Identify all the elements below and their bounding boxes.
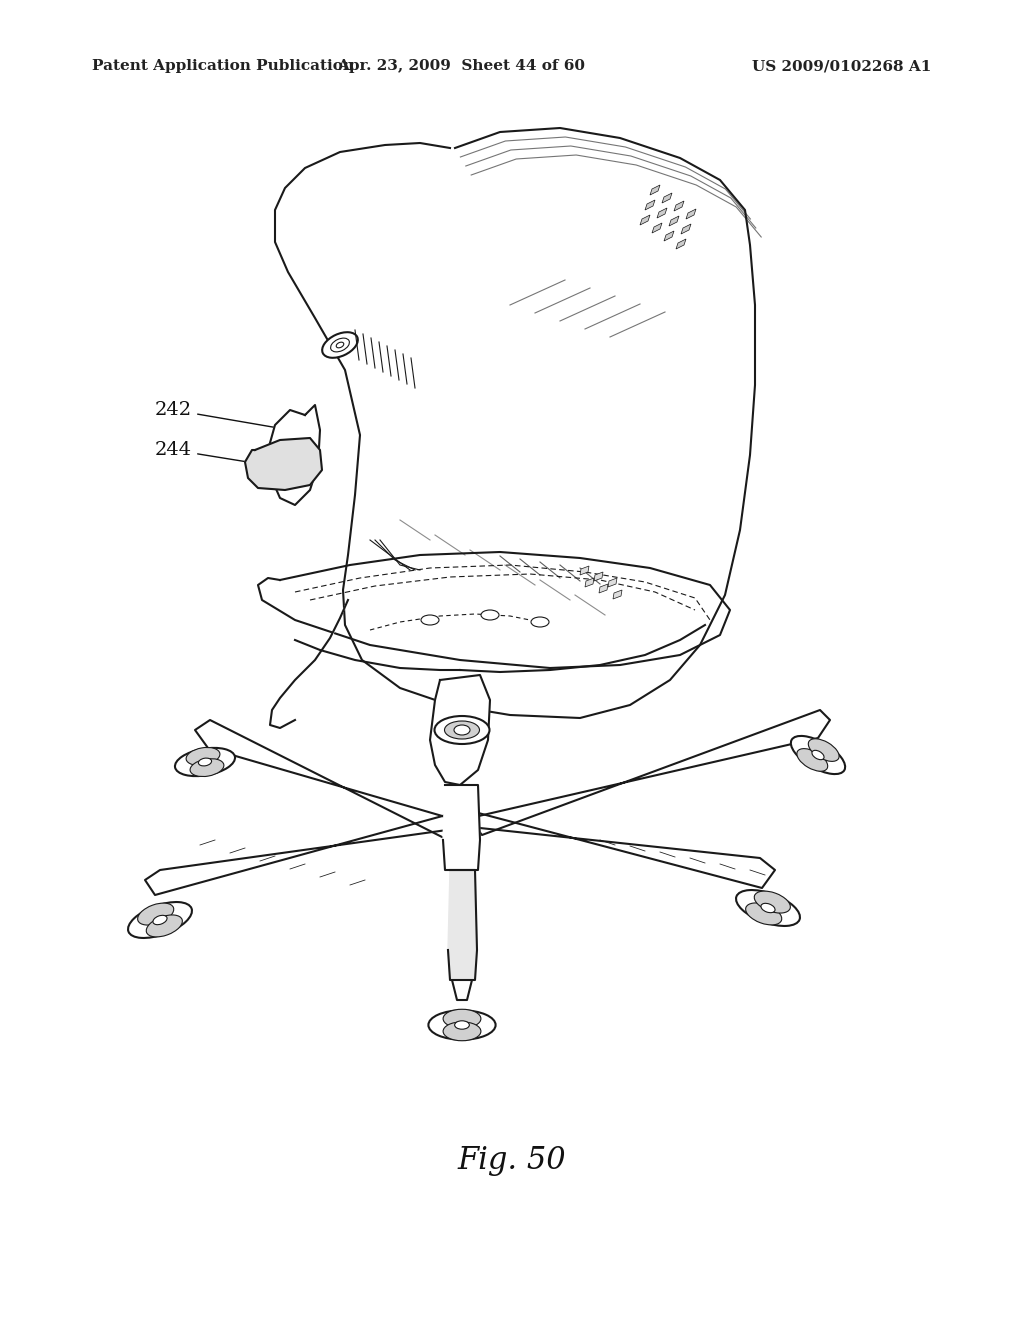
Polygon shape <box>669 216 679 226</box>
Ellipse shape <box>755 891 791 913</box>
Ellipse shape <box>444 721 479 739</box>
Polygon shape <box>275 128 755 718</box>
Ellipse shape <box>146 915 182 937</box>
Polygon shape <box>430 675 490 785</box>
Ellipse shape <box>812 750 824 760</box>
Ellipse shape <box>454 725 470 735</box>
Polygon shape <box>640 215 650 224</box>
Ellipse shape <box>745 903 781 925</box>
Ellipse shape <box>190 759 224 776</box>
Polygon shape <box>650 185 660 195</box>
Ellipse shape <box>186 747 220 766</box>
Polygon shape <box>594 572 603 581</box>
Polygon shape <box>664 231 674 242</box>
Ellipse shape <box>808 739 839 762</box>
Polygon shape <box>613 590 622 599</box>
Polygon shape <box>681 224 691 234</box>
Polygon shape <box>645 201 655 210</box>
Ellipse shape <box>791 737 845 774</box>
Text: Patent Application Publication: Patent Application Publication <box>92 59 354 74</box>
Text: 244: 244 <box>155 441 283 467</box>
Ellipse shape <box>531 616 549 627</box>
Polygon shape <box>245 438 322 490</box>
Polygon shape <box>258 552 730 668</box>
Polygon shape <box>686 209 696 219</box>
Ellipse shape <box>175 748 236 776</box>
Polygon shape <box>676 239 686 249</box>
Polygon shape <box>268 405 319 506</box>
Ellipse shape <box>736 890 800 925</box>
Polygon shape <box>662 193 672 203</box>
Text: US 2009/0102268 A1: US 2009/0102268 A1 <box>753 59 932 74</box>
Ellipse shape <box>797 748 827 771</box>
Ellipse shape <box>137 903 174 925</box>
Ellipse shape <box>128 902 191 939</box>
Ellipse shape <box>455 1020 469 1030</box>
Polygon shape <box>585 578 594 587</box>
Text: Apr. 23, 2009  Sheet 44 of 60: Apr. 23, 2009 Sheet 44 of 60 <box>337 59 585 74</box>
Text: 242: 242 <box>155 401 288 429</box>
Ellipse shape <box>761 903 775 912</box>
Ellipse shape <box>434 715 489 744</box>
Polygon shape <box>449 870 477 979</box>
Polygon shape <box>599 583 608 593</box>
Ellipse shape <box>428 1010 496 1040</box>
Polygon shape <box>580 566 589 576</box>
Ellipse shape <box>443 1010 481 1028</box>
Polygon shape <box>195 719 456 838</box>
Polygon shape <box>652 223 662 234</box>
Polygon shape <box>608 578 617 587</box>
Polygon shape <box>657 209 667 218</box>
Ellipse shape <box>323 333 357 358</box>
Polygon shape <box>674 201 684 211</box>
Ellipse shape <box>153 915 167 925</box>
Polygon shape <box>470 710 830 836</box>
Ellipse shape <box>443 1022 481 1040</box>
Polygon shape <box>443 785 480 870</box>
Ellipse shape <box>481 610 499 620</box>
Polygon shape <box>270 601 348 729</box>
Polygon shape <box>467 810 775 888</box>
Ellipse shape <box>199 758 212 766</box>
Polygon shape <box>452 814 472 1001</box>
Text: Fig. 50: Fig. 50 <box>458 1144 566 1176</box>
Ellipse shape <box>421 615 439 624</box>
Polygon shape <box>145 812 457 895</box>
